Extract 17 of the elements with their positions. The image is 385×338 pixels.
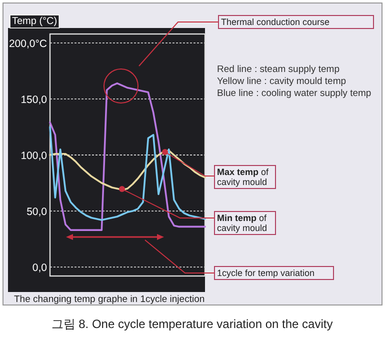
y-axis-title: Temp (°C) (12, 16, 58, 27)
y-tick-label: 100,0 (20, 150, 48, 162)
line-series (49, 126, 206, 221)
y-tick-label: 0,0 (32, 262, 48, 274)
text: Min temp of cavity mould (214, 211, 276, 235)
text: Max temp of cavity mould (214, 165, 276, 189)
x-axis-title: The changing temp graphe in 1cycle injection (14, 294, 205, 305)
y-tick-label: 150,0 (20, 94, 48, 106)
text: 그림 8. One cycle temperature variation on the cavity (51, 317, 333, 331)
line-series (49, 149, 206, 192)
y-tick-label: 50,0 (26, 206, 48, 218)
text: Red line : steam supply temp (217, 64, 340, 76)
text: 1cycle for temp variation (214, 266, 334, 280)
text: Blue line : cooling water supply temp (217, 88, 372, 100)
y-tick-label: 200,0°C (8, 38, 48, 50)
text: Thermal conduction course (218, 15, 374, 29)
text: Yellow line : cavity mould temp (217, 76, 346, 88)
